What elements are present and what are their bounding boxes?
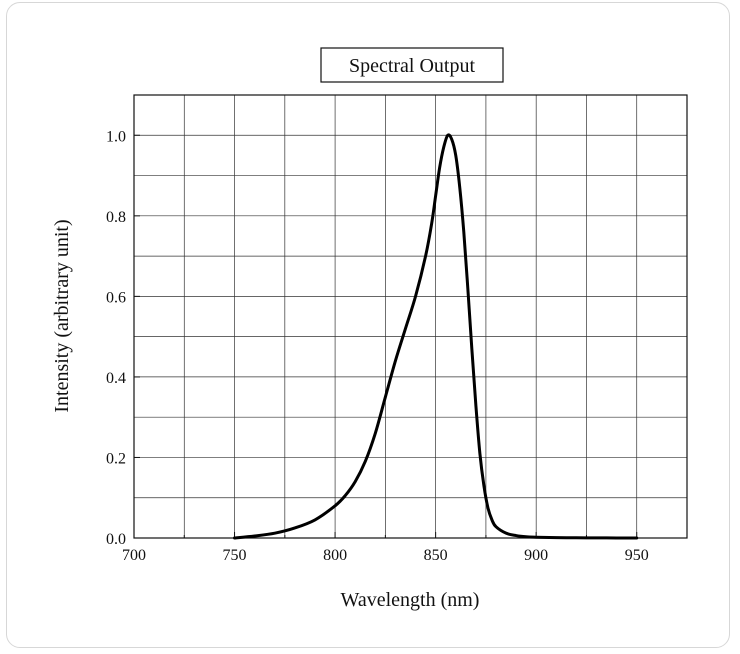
y-axis-label: Intensity (arbitrary unit) <box>51 219 73 412</box>
chart-title-box <box>320 47 504 83</box>
y-tick-label: 1.0 <box>106 128 126 145</box>
y-tick-label: 0.2 <box>106 450 126 467</box>
plot-area-border <box>133 94 688 539</box>
x-tick-label: 800 <box>323 547 347 564</box>
x-tick-label: 700 <box>122 547 146 564</box>
axis-ticks <box>133 134 638 539</box>
chart-title: Spectral Output <box>349 55 476 77</box>
grid-lines <box>134 95 687 538</box>
y-tick-label: 0.6 <box>106 289 126 306</box>
y-tick-label: 0.8 <box>106 209 126 226</box>
y-tick-label: 0.0 <box>106 531 126 548</box>
x-tick-label: 750 <box>223 547 247 564</box>
x-axis-label: Wavelength (nm) <box>341 589 480 611</box>
x-tick-label: 850 <box>424 547 448 564</box>
chart-frame <box>6 2 730 648</box>
tick-labels: 700 750 800 850 900 950 0.0 0.2 0.4 0.6 0.8 1.0 <box>106 128 649 564</box>
y-tick-label: 0.4 <box>106 370 126 387</box>
x-tick-label: 900 <box>524 547 548 564</box>
x-tick-label: 950 <box>625 547 649 564</box>
series-line-intensity <box>233 133 639 540</box>
